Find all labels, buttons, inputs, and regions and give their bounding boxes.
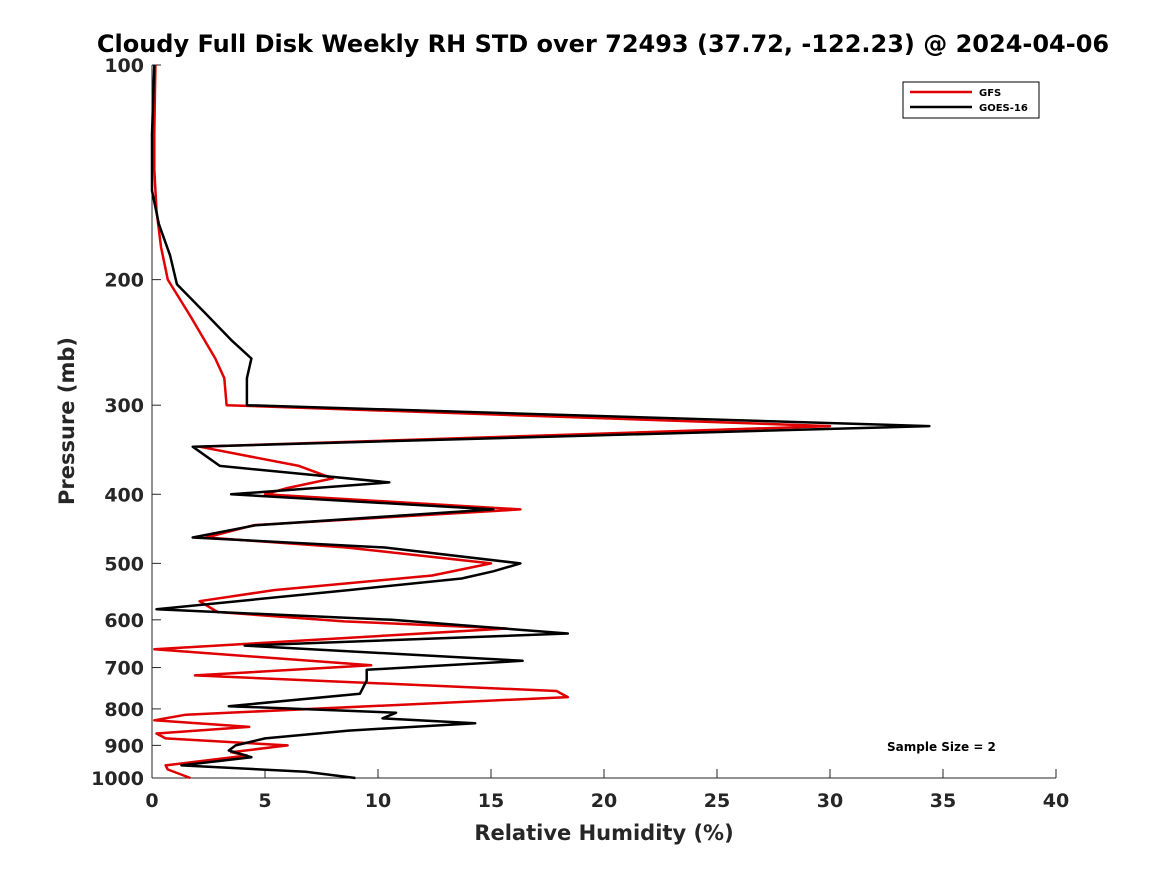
y-tick-label: 600 bbox=[104, 610, 144, 632]
x-tick-label: 10 bbox=[365, 790, 391, 812]
plot-lines bbox=[150, 64, 931, 780]
axes: 0 5 10 15 20 25 30 35 40 100 200 300 400 500 600 700 800… bbox=[91, 55, 1069, 812]
legend-label-gfs: GFS bbox=[979, 88, 1001, 99]
x-tick-label: 35 bbox=[930, 790, 956, 812]
x-tick-label: 0 bbox=[145, 790, 158, 812]
x-tick-label: 30 bbox=[817, 790, 843, 812]
x-tick-label: 5 bbox=[258, 790, 271, 812]
x-tick-label: 20 bbox=[591, 790, 617, 812]
x-tick-label: 25 bbox=[704, 790, 730, 812]
chart-title: Cloudy Full Disk Weekly RH STD over 7249… bbox=[97, 30, 1109, 58]
x-axis-label: Relative Humidity (%) bbox=[474, 821, 733, 845]
y-tick-label: 100 bbox=[104, 55, 144, 77]
y-tick-label: 500 bbox=[104, 553, 144, 575]
y-tick-label: 300 bbox=[104, 395, 144, 417]
sample-size-annotation: Sample Size = 2 bbox=[887, 740, 996, 754]
y-tick-label: 800 bbox=[104, 699, 144, 721]
y-tick-label: 900 bbox=[104, 735, 144, 757]
x-tick-label: 15 bbox=[478, 790, 504, 812]
legend-box bbox=[902, 81, 1040, 119]
y-tick-label: 1000 bbox=[91, 768, 144, 790]
y-tick-label: 400 bbox=[104, 484, 144, 506]
y-tick-label: 700 bbox=[104, 658, 144, 680]
series-line-goes16 bbox=[150, 64, 931, 780]
y-tick-label: 200 bbox=[104, 270, 144, 292]
legend: GFS GOES-16 bbox=[902, 81, 1040, 119]
series-line-gfs bbox=[153, 64, 832, 780]
legend-label-goes16: GOES-16 bbox=[979, 103, 1028, 114]
x-tick-label: 40 bbox=[1043, 790, 1069, 812]
y-axis-label: Pressure (mb) bbox=[55, 337, 79, 505]
